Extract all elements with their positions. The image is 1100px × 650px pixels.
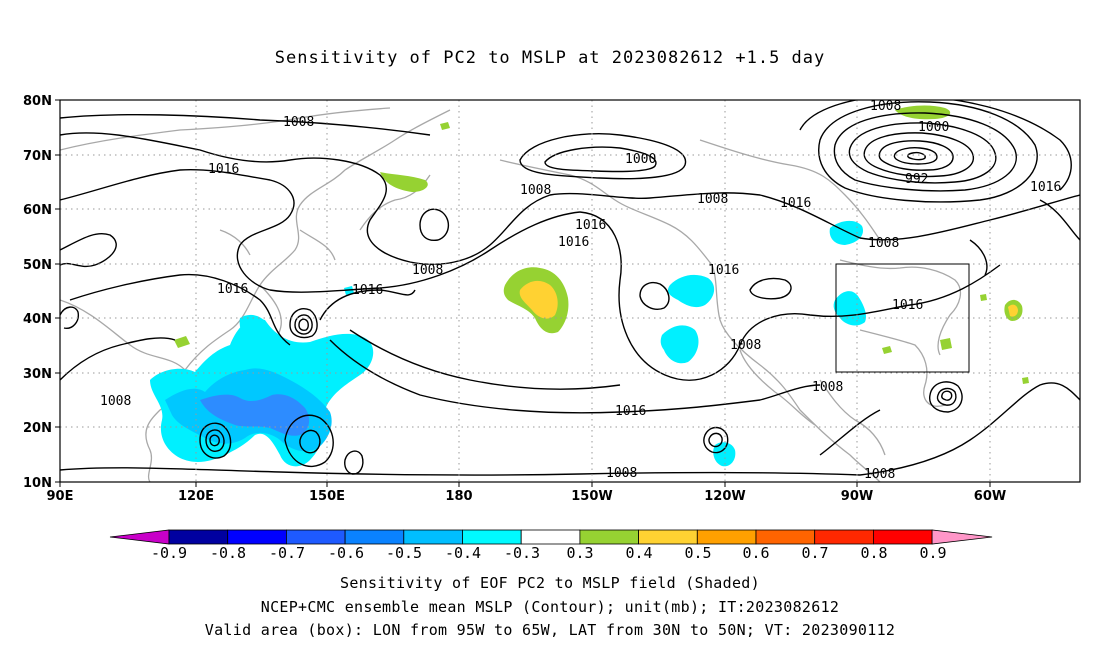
contour-label: 1008 [606, 466, 637, 481]
lat-label: 10N [23, 476, 52, 491]
contour-label: 1016 [708, 263, 739, 278]
colorbar-swatch [873, 529, 933, 545]
colorbar-label: 0.5 [684, 544, 711, 562]
contour-label: 1016 [780, 196, 811, 211]
contour-label: 1008 [697, 192, 728, 207]
colorbar-swatch [579, 529, 640, 545]
contour-label: 1016 [217, 282, 248, 297]
colorbar-swatch [168, 529, 229, 545]
contour-labels: 1008 1016 1000 1008 1008 1016 1016 1008 … [100, 99, 1061, 482]
contour-label: 1016 [575, 218, 606, 233]
contour-label: 1016 [615, 404, 646, 419]
lat-label: 40N [23, 312, 52, 327]
contour-label: 1016 [558, 235, 589, 250]
colorbar-swatch [696, 529, 757, 545]
axis-ticks [55, 99, 991, 487]
lon-label: 120E [178, 489, 214, 504]
lon-label: 90W [841, 489, 873, 504]
colorbar-swatch [109, 529, 170, 545]
map-title: Sensitivity of PC2 to MSLP at 2023082612… [274, 48, 826, 68]
colorbar-label: 0.4 [625, 544, 652, 562]
caption-line-2: NCEP+CMC ensemble mean MSLP (Contour); u… [260, 598, 840, 616]
lat-label: 80N [23, 94, 52, 109]
colorbar-label: -0.6 [328, 544, 364, 562]
lon-label: 90E [47, 489, 74, 504]
colorbar-label: 0.8 [860, 544, 887, 562]
colorbar-swatch [285, 529, 346, 545]
lat-label: 20N [23, 421, 52, 436]
lon-label: 150W [571, 489, 612, 504]
contour-label: 1016 [1030, 180, 1061, 195]
contour-label: 1000 [918, 120, 949, 135]
valid-area-box [835, 263, 970, 373]
colorbar-label: 0.3 [566, 544, 593, 562]
colorbar-label: 0.6 [742, 544, 769, 562]
colorbar-swatch [931, 529, 993, 545]
plot-frame [59, 99, 1081, 483]
contour-label: 1016 [892, 298, 923, 313]
colorbar-swatch [227, 529, 287, 545]
colorbar-label: -0.8 [210, 544, 246, 562]
colorbar-swatch [462, 529, 522, 545]
lat-label: 60N [23, 203, 52, 218]
contour-label: 1008 [412, 263, 443, 278]
caption-line-1: Sensitivity of EOF PC2 to MSLP field (Sh… [340, 574, 760, 592]
contour-label: 1016 [352, 283, 383, 298]
contour-label: 1008 [812, 380, 843, 395]
longitude-labels: 90E 120E 150E 180 150W 120W 90W 60W [47, 489, 1007, 504]
contour-label: 1008 [520, 183, 551, 198]
caption-line-3: Valid area (box): LON from 95W to 65W, L… [204, 621, 896, 639]
colorbar-label: 0.9 [919, 544, 946, 562]
colorbar-label: -0.7 [269, 544, 305, 562]
contour-label: 1008 [870, 99, 901, 114]
colorbar-swatch [403, 529, 463, 545]
lon-label: 180 [445, 489, 472, 504]
colorbar-swatch [814, 529, 874, 545]
sensitivity-shading [150, 105, 1029, 467]
lon-label: 120W [704, 489, 745, 504]
lon-label: 60W [974, 489, 1006, 504]
lon-label: 150E [309, 489, 345, 504]
colorbar-label: -0.9 [151, 544, 187, 562]
plot-area [60, 100, 1080, 482]
latitude-labels: 80N 70N 60N 50N 40N 30N 20N 10N [23, 94, 52, 491]
colorbar-swatch [755, 529, 816, 545]
colorbar-label: 0.7 [801, 544, 828, 562]
contour-label: 992 [905, 172, 928, 187]
contour-label: 1008 [283, 115, 314, 130]
colorbar-swatch [344, 529, 405, 545]
colorbar-labels: -0.9 -0.8 -0.7 -0.6 -0.5 -0.4 -0.3 0.3 0… [151, 544, 947, 562]
contour-label: 1016 [208, 162, 239, 177]
colorbar-label: -0.3 [504, 544, 540, 562]
contour-label: 1000 [625, 152, 656, 167]
contour-label: 1008 [100, 394, 131, 409]
lat-label: 70N [23, 149, 52, 164]
mslp-contours [60, 100, 1080, 476]
contour-label: 1008 [864, 467, 895, 482]
contour-label: 1008 [730, 338, 761, 353]
lat-label: 50N [23, 258, 52, 273]
colorbar-swatch [638, 529, 698, 545]
contour-label: 1008 [868, 236, 899, 251]
lat-label: 30N [23, 367, 52, 382]
colorbar [109, 529, 993, 545]
colorbar-label: -0.5 [386, 544, 422, 562]
colorbar-swatch [520, 529, 581, 545]
colorbar-label: -0.4 [445, 544, 481, 562]
